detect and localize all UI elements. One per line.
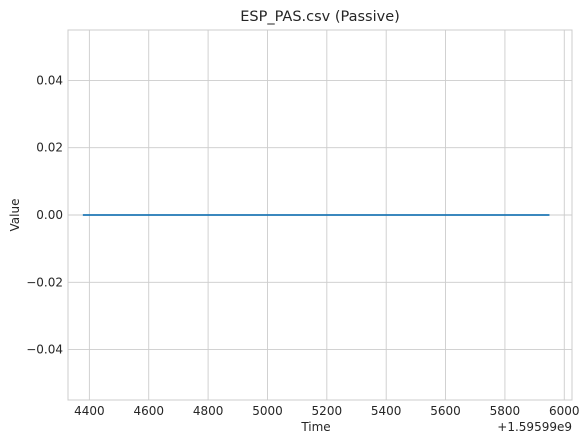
x-axis-label: Time — [300, 420, 330, 434]
x-offset-label: +1.59599e9 — [497, 420, 572, 434]
y-tick-label: 0.02 — [36, 141, 63, 155]
x-tick-label: 4600 — [133, 404, 164, 418]
x-tick-label: 5800 — [490, 404, 521, 418]
y-axis-label: Value — [8, 199, 22, 232]
chart-title: ESP_PAS.csv (Passive) — [240, 9, 400, 25]
y-tick-labels: −0.04 −0.02 0.00 0.02 0.04 — [26, 73, 63, 356]
x-tick-label: 6000 — [549, 404, 580, 418]
x-tick-label: 4800 — [193, 404, 224, 418]
plot-frame — [67, 29, 573, 401]
x-tick-label: 5400 — [371, 404, 402, 418]
x-tick-label: 5000 — [252, 404, 283, 418]
y-tick-label: 0.04 — [36, 73, 63, 87]
x-tick-label: 5600 — [430, 404, 461, 418]
x-tick-label: 5200 — [312, 404, 343, 418]
x-tick-label: 4400 — [74, 404, 105, 418]
y-tick-label: −0.04 — [26, 343, 63, 357]
x-tick-labels: 4400 4600 4800 5000 5200 5400 5600 5800 6000 — [74, 404, 579, 418]
y-tick-label: −0.02 — [26, 275, 63, 289]
y-tick-label: 0.00 — [36, 208, 63, 222]
